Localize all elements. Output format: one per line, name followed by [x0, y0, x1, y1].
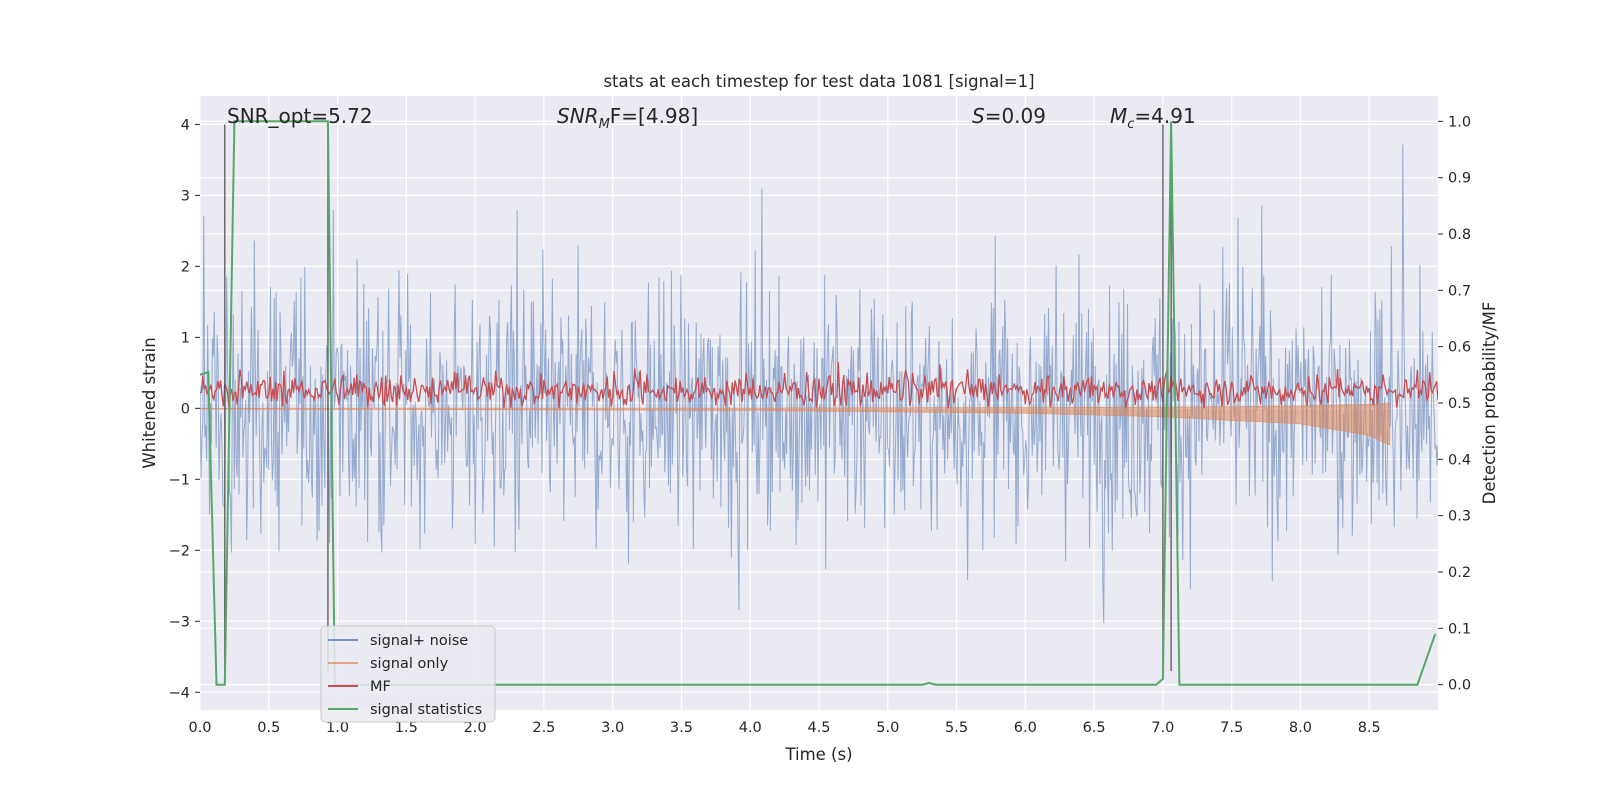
annotation-mc: Mc=4.91: [1110, 104, 1196, 132]
x-axis-ticks: 0.0 0.5 1.0 1.5 2.0 2.5 3.0 3.5 4.0 4.5 5.0 5.5 6.0 6…: [188, 720, 1380, 736]
y-tick-label: −2: [169, 543, 190, 559]
y-tick-label: 3: [181, 188, 190, 204]
mc-var: M: [1110, 104, 1127, 128]
y2-tick-label: 0.5: [1448, 396, 1471, 412]
chart-title: stats at each timestep for test data 108…: [603, 72, 1034, 91]
y-tick-label: −1: [169, 472, 190, 488]
snr-mf-sub: M: [599, 117, 610, 132]
x-tick-label: 2.0: [464, 720, 487, 736]
y-tick-label: 1: [181, 330, 190, 346]
legend: signal+ noise signal only MF signal stat…: [320, 625, 496, 723]
x-tick-label: 2.5: [532, 720, 555, 736]
y2-tick-label: 0.9: [1448, 171, 1471, 187]
series-layer: [200, 120, 1438, 686]
x-tick-label: 1.5: [395, 720, 418, 736]
legend-box: [320, 625, 496, 723]
s-rest: =0.09: [985, 104, 1046, 128]
mc-rest: =4.91: [1134, 104, 1195, 128]
y2-tick-label: 0.7: [1448, 283, 1471, 299]
y2-tick-label: 0.4: [1448, 452, 1471, 468]
y2-tick-label: 0.2: [1448, 565, 1471, 581]
x-tick-label: 0.0: [188, 720, 211, 736]
y-tick-label: 0: [181, 401, 190, 417]
s-var: S: [972, 104, 985, 128]
y2-axis-label: Detection probability/MF: [1480, 302, 1499, 505]
x-tick-label: 1.0: [326, 720, 349, 736]
y2-tick-label: 0.0: [1448, 678, 1471, 694]
x-tick-label: 5.0: [876, 720, 899, 736]
x-tick-label: 6.0: [1014, 720, 1037, 736]
y-tick-label: 4: [181, 117, 190, 133]
y-tick-label: −4: [169, 685, 190, 701]
series-signal-statistics: [200, 120, 1437, 686]
x-tick-label: 7.0: [1151, 720, 1174, 736]
y2-tick-label: 0.8: [1448, 227, 1471, 243]
x-tick-label: 5.5: [945, 720, 968, 736]
y2-tick-label: 0.6: [1448, 340, 1471, 356]
x-tick-label: 3.0: [601, 720, 624, 736]
series-mf: [200, 362, 1438, 409]
y2-axis-ticks: 0.0 0.1 0.2 0.3 0.4 0.5 0.6 0.7 0.8 0.9 1.0: [1438, 114, 1471, 694]
y-axis-ticks: −4 −3 −2 −1 0 1 2 3 4: [169, 117, 200, 701]
legend-label-signal-noise: signal+ noise: [370, 633, 468, 649]
x-tick-label: 3.5: [670, 720, 693, 736]
snr-mf-rest: F=[4.98]: [610, 104, 698, 128]
x-tick-label: 6.5: [1083, 720, 1106, 736]
x-tick-label: 4.5: [807, 720, 830, 736]
y2-tick-label: 0.1: [1448, 621, 1471, 637]
legend-label-signal-statistics: signal statistics: [370, 702, 482, 718]
x-axis-label: Time (s): [784, 745, 852, 764]
x-tick-label: 7.5: [1220, 720, 1243, 736]
annotation-snr-opt: SNR_opt=5.72: [227, 104, 373, 128]
y2-tick-label: 0.3: [1448, 509, 1471, 525]
annotation-s: S=0.09: [972, 104, 1046, 128]
x-tick-label: 8.5: [1358, 720, 1381, 736]
x-tick-label: 8.0: [1289, 720, 1312, 736]
series-signal-only: [200, 402, 1391, 446]
x-tick-label: 0.5: [257, 720, 280, 736]
y2-tick-label: 1.0: [1448, 114, 1471, 130]
mc-sub: c: [1127, 117, 1134, 132]
snr-mf-var: SNR: [557, 104, 599, 128]
annotation-snr-mf: SNRMF=[4.98]: [557, 104, 698, 132]
x-tick-label: 4.0: [739, 720, 762, 736]
legend-label-mf: MF: [370, 679, 391, 695]
y-tick-label: 2: [181, 259, 190, 275]
y-tick-label: −3: [169, 614, 190, 630]
legend-label-signal-only: signal only: [370, 656, 449, 672]
y-axis-label: Whitened strain: [140, 337, 159, 468]
